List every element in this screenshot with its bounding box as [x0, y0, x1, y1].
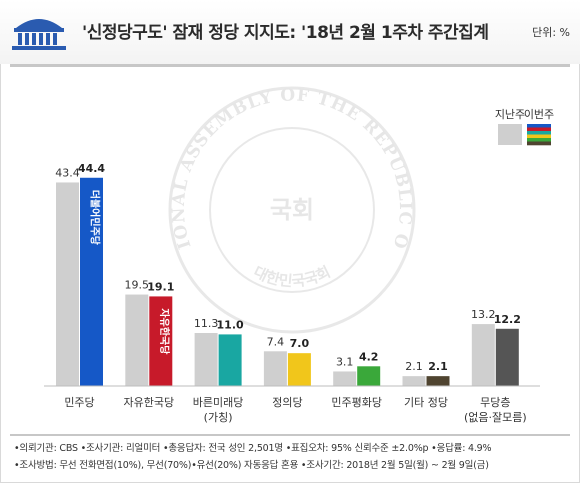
bar-last-week — [471, 324, 495, 386]
value-label-this-week: 11.0 — [217, 318, 244, 331]
chart: THE NATIONAL ASSEMBLY OF THE REPUBLIC OF… — [0, 0, 554, 424]
watermark-outer-ring — [168, 86, 416, 334]
bar-party-logo-text: 더불어민주당 — [89, 190, 102, 246]
legend-swatch-this-week-stripe — [527, 131, 551, 135]
bar-this-week — [149, 296, 173, 386]
value-label-last-week: 43.4 — [55, 166, 80, 179]
bar-last-week — [56, 182, 79, 386]
category-label-line: 무당층 — [480, 396, 510, 409]
value-label-last-week: 19.5 — [125, 279, 150, 292]
bar-last-week — [402, 376, 426, 386]
value-label-this-week: 2.1 — [428, 360, 448, 373]
category-label-line: 민주평화당 — [331, 396, 382, 409]
footer-line-1: •의뢰기관: CBS •조사기관: 리얼미터 •총응답자: 전국 성인 2,50… — [14, 443, 492, 454]
legend-swatch-this-week-stripe — [527, 124, 551, 128]
footer-notes: •의뢰기관: CBS •조사기관: 리얼미터 •총응답자: 전국 성인 2,50… — [14, 440, 570, 474]
bar-last-week — [125, 294, 149, 386]
category-label: 바른미래당 (가칭) — [193, 396, 244, 424]
value-label-this-week: 19.1 — [147, 280, 174, 293]
category-label: 무당층 (없음·잘모름) — [464, 396, 527, 424]
category-label: 자유한국당 — [123, 396, 174, 409]
legend-swatch-this-week-stripe — [527, 141, 551, 146]
footer-divider — [10, 434, 570, 436]
unit-label: 단위: % — [532, 26, 570, 39]
legend-swatch-this-week-stripe — [527, 134, 551, 139]
legend-swatch-this-week-stripe — [527, 138, 551, 142]
value-label-last-week: 13.2 — [471, 308, 496, 321]
category-label: 기타 정당 — [404, 396, 448, 409]
category-label-line: 기타 정당 — [404, 396, 448, 409]
watermark-center-text: 국회 — [270, 196, 314, 224]
legend-label-last-week: 지난주 — [495, 108, 525, 121]
value-label-this-week: 44.4 — [78, 162, 105, 175]
category-label: 민주당 — [64, 396, 94, 409]
category-label-line: 바른미래당 — [193, 396, 244, 409]
bar-this-week — [495, 328, 519, 386]
legend-label-this-week: 이번주 — [524, 108, 554, 121]
value-label-last-week: 2.1 — [405, 360, 423, 373]
bar-last-week — [263, 351, 287, 386]
category-label-line: (가칭) — [204, 411, 233, 424]
bar-party-logo-text: 자유한국당 — [158, 308, 171, 355]
footer-line-2: •조사방법: 무선 전화면접(10%), 무선(70%)•유선(20%) 자동응… — [14, 460, 489, 471]
category-label-line: 자유한국당 — [123, 396, 174, 409]
bar-last-week — [194, 333, 218, 386]
category-label: 정의당 — [272, 396, 302, 409]
category-label-line: (없음·잘모름) — [464, 411, 527, 424]
value-label-last-week: 3.1 — [336, 355, 354, 368]
value-label-this-week: 7.0 — [290, 337, 310, 350]
title-divider — [10, 64, 570, 67]
category-label: 민주평화당 — [331, 396, 382, 409]
category-label-line: 정의당 — [272, 396, 302, 409]
bar-this-week — [80, 177, 103, 386]
legend-swatch-this-week-stripe — [527, 127, 551, 132]
title-bar: '신정당구도' 잠재 정당 지지도: '18년 2월 1주차 주간집계 단위: … — [0, 0, 580, 64]
category-label-line: 민주당 — [64, 396, 94, 409]
legend-swatch-last-week — [498, 124, 522, 145]
bar-this-week — [218, 334, 242, 386]
value-label-last-week: 11.3 — [194, 317, 219, 330]
value-label-this-week: 12.2 — [494, 313, 521, 326]
value-label-this-week: 4.2 — [359, 350, 379, 363]
value-label-last-week: 7.4 — [267, 335, 285, 348]
bar-last-week — [333, 371, 357, 386]
page-title: '신정당구도' 잠재 정당 지지도: '18년 2월 1주차 주간집계 — [82, 23, 489, 43]
bar-this-week — [287, 353, 311, 386]
national-assembly-logo-icon — [12, 19, 66, 50]
bar-this-week — [426, 376, 450, 386]
bar-this-week — [357, 366, 381, 386]
watermark-inner-ring — [209, 127, 375, 293]
